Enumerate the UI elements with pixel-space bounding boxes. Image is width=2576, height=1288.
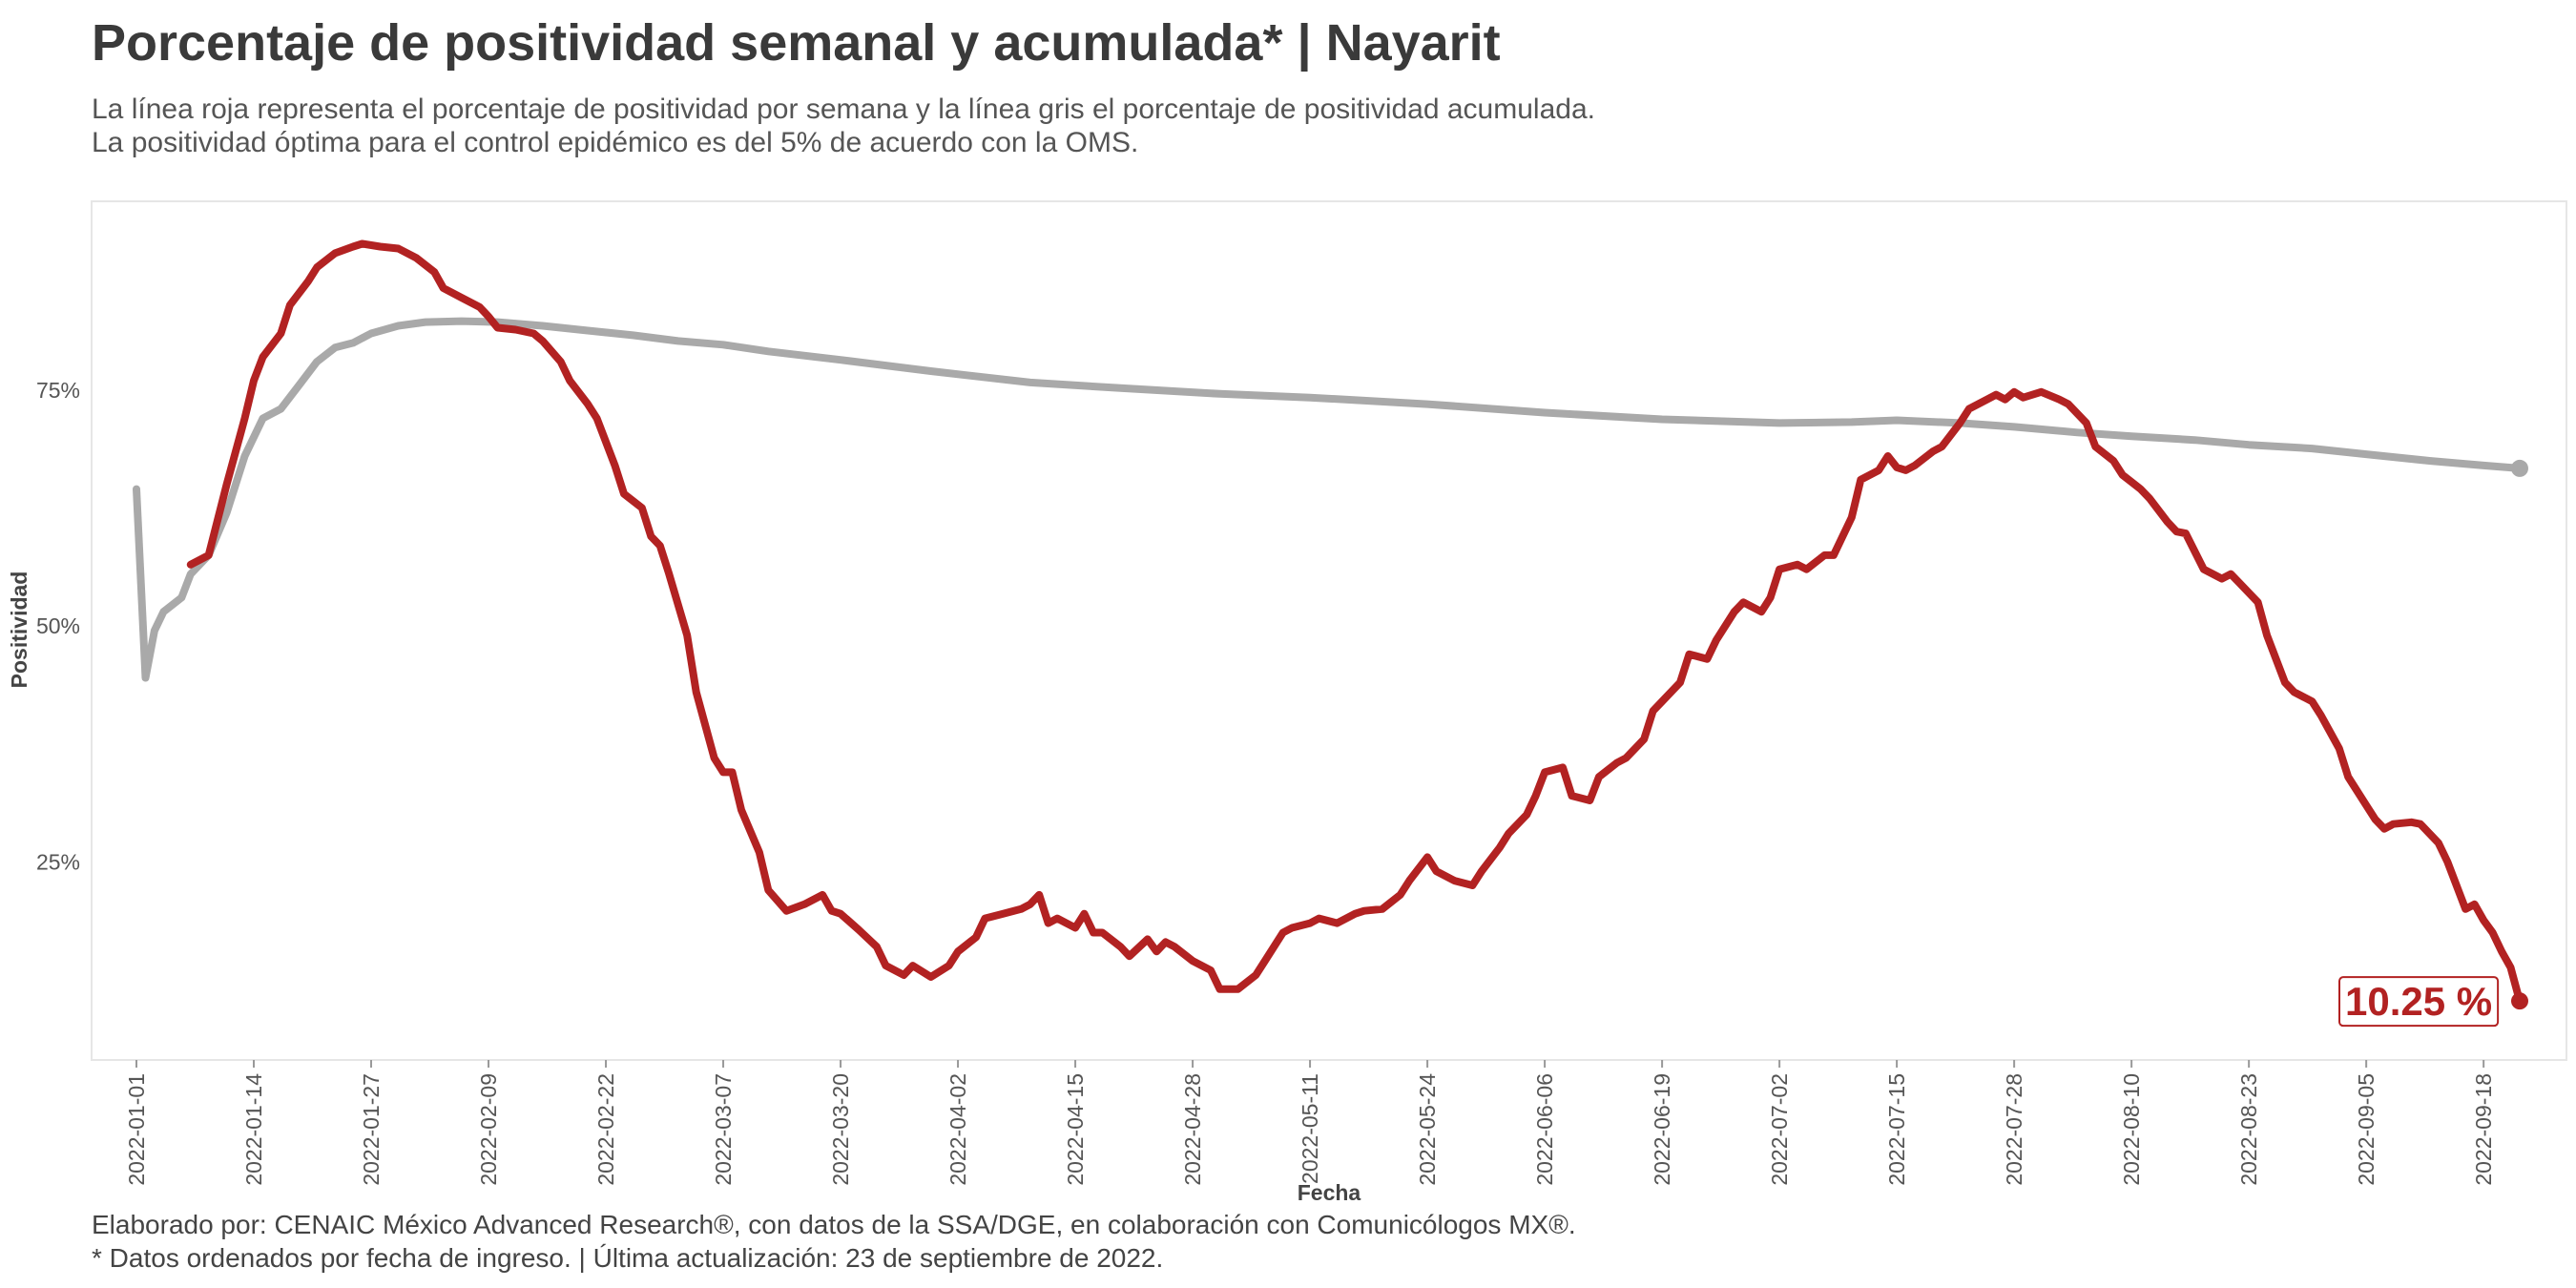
x-tick-label: 2022-07-28 bbox=[2002, 1073, 2026, 1186]
chart-subtitle-line-1: La línea roja representa el porcentaje d… bbox=[92, 93, 1595, 125]
y-axis-title: Positividad bbox=[7, 571, 31, 689]
x-axis-ticks: 2022-01-01 2022-01-14 2022-01-27 2022-02-09… bbox=[124, 1060, 2496, 1186]
x-axis-title: Fecha bbox=[1298, 1180, 1361, 1205]
end-value-label-box bbox=[2338, 976, 2500, 1028]
cumulative-end-point bbox=[2511, 459, 2528, 477]
x-tick-label: 2022-08-23 bbox=[2236, 1073, 2261, 1186]
weekly-positivity-line bbox=[186, 239, 2524, 1006]
x-tick-label: 2022-04-28 bbox=[1180, 1073, 1205, 1186]
x-tick-label: 2022-09-05 bbox=[2354, 1073, 2379, 1186]
x-tick-label: 2022-03-07 bbox=[711, 1073, 736, 1186]
end-value-label: 10.25 % bbox=[2338, 976, 2500, 1028]
y-tick-label: 75% bbox=[36, 378, 80, 403]
x-tick-label: 2022-08-10 bbox=[2119, 1073, 2144, 1186]
x-tick-label: 2022-03-20 bbox=[828, 1073, 853, 1186]
x-tick-label: 2022-01-01 bbox=[124, 1073, 149, 1186]
series-layer bbox=[133, 239, 2524, 1006]
x-tick-label: 2022-02-09 bbox=[476, 1073, 501, 1186]
x-tick-label: 2022-09-18 bbox=[2471, 1073, 2496, 1186]
x-tick-label: 2022-01-14 bbox=[241, 1073, 266, 1186]
x-tick-label: 2022-04-15 bbox=[1063, 1073, 1088, 1186]
caption-note: * Datos ordenados por fecha de ingreso. … bbox=[92, 1243, 1164, 1273]
x-tick-label: 2022-06-06 bbox=[1532, 1073, 1557, 1186]
y-tick-label: 25% bbox=[36, 849, 80, 874]
x-tick-label: 2022-01-27 bbox=[359, 1073, 384, 1186]
y-tick-label: 50% bbox=[36, 613, 80, 638]
x-tick-label: 2022-07-02 bbox=[1767, 1073, 1792, 1186]
y-axis-ticks: 25% 50% 75% bbox=[36, 378, 80, 875]
x-tick-label: 2022-07-15 bbox=[1884, 1073, 1909, 1186]
x-tick-label: 2022-06-19 bbox=[1650, 1073, 1674, 1186]
cumulative-positivity-line bbox=[133, 317, 2524, 682]
caption-source: Elaborado por: CENAIC México Advanced Re… bbox=[92, 1210, 1576, 1239]
x-tick-label: 2022-02-22 bbox=[593, 1073, 618, 1186]
end-value-label-text: 10.25 % bbox=[2345, 979, 2492, 1024]
chart-subtitle-line-2: La positividad óptima para el control ep… bbox=[92, 127, 1139, 158]
x-tick-label: 2022-05-11 bbox=[1298, 1073, 1322, 1184]
end-markers bbox=[2511, 459, 2528, 1010]
plot-panel bbox=[91, 200, 2567, 1061]
chart-title: Porcentaje de positividad semanal y acum… bbox=[92, 14, 1501, 72]
x-tick-label: 2022-04-02 bbox=[945, 1073, 970, 1186]
x-tick-label: 2022-05-24 bbox=[1415, 1073, 1440, 1186]
weekly-end-point bbox=[2511, 992, 2528, 1010]
